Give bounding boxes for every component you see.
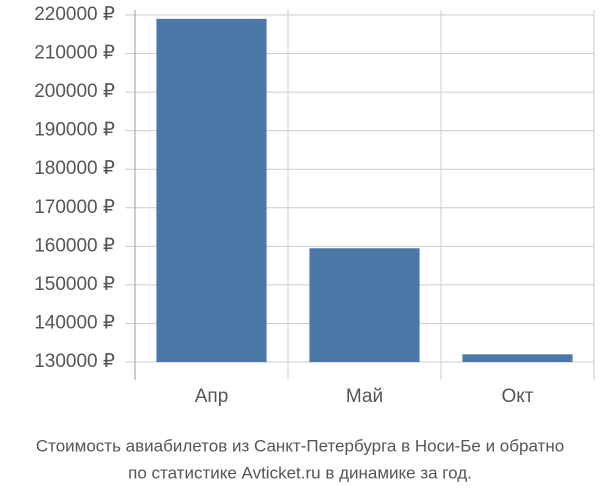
y-tick-label: 200000 ₽	[34, 81, 115, 102]
bar	[156, 18, 267, 362]
y-tick-label: 130000 ₽	[34, 351, 115, 372]
caption-line: по статистике Avticket.ru в динамике за …	[128, 463, 472, 482]
x-tick-label: Апр	[195, 386, 229, 407]
y-tick-label: 220000 ₽	[34, 4, 115, 25]
y-tick-label: 140000 ₽	[34, 312, 115, 333]
y-tick-label: 160000 ₽	[34, 235, 115, 256]
x-tick-label: Окт	[501, 386, 533, 407]
x-tick-label: Май	[346, 386, 383, 407]
y-tick-label: 170000 ₽	[34, 197, 115, 218]
y-tick-label: 210000 ₽	[34, 43, 115, 64]
bar	[462, 354, 573, 362]
y-tick-label: 150000 ₽	[34, 274, 115, 295]
y-tick-label: 190000 ₽	[34, 120, 115, 141]
caption-line: Стоимость авиабилетов из Санкт-Петербург…	[36, 436, 564, 455]
bar	[309, 248, 420, 362]
y-tick-label: 180000 ₽	[34, 158, 115, 179]
